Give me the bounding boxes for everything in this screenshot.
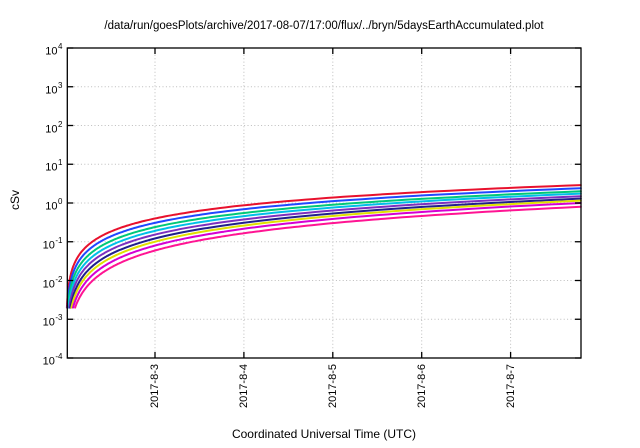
y-tick-label-10e-4: 10-4 [42,352,63,368]
y-tick-label-10e-2: 10-2 [42,274,63,291]
y-tick-label-10e2: 102 [45,119,63,136]
series-curve-4-cyan [67,192,582,309]
y-tick-label-10e3: 103 [45,80,63,97]
y-tick-label-10e0: 100 [45,197,63,213]
plot-title: /data/run/goesPlots/archive/2017-08-07/1… [104,20,544,32]
series-curve-7-yellow [70,199,582,309]
x-tick-label-2017-8-4: 2017-8-4 [237,364,250,409]
series-curve-9-pink [74,205,582,309]
x-tick-label-2017-8-3: 2017-8-3 [149,364,161,409]
y-tick-label-10e-3: 10-3 [42,313,63,329]
series-curve-6-navy [69,197,582,309]
series-curve-5-purple [68,195,582,309]
series-curve-1-red [65,184,582,309]
y-tick-label-10e1: 101 [45,158,63,174]
y-tick-label-10e4: 104 [45,42,63,58]
x-tick-label-2017-8-5: 2017-8-5 [326,364,339,409]
x-tick-label-2017-8-6: 2017-8-6 [415,364,428,409]
x-axis-title: Coordinated Universal Time (UTC) [231,427,417,441]
series-curve-3-green [66,190,582,309]
y-tick-label-10e-1: 10-1 [42,235,63,252]
series-curve-8-magenta [72,202,582,309]
series-curve-2-blue [66,187,582,309]
x-tick-label-2017-8-7: 2017-8-7 [504,364,517,409]
